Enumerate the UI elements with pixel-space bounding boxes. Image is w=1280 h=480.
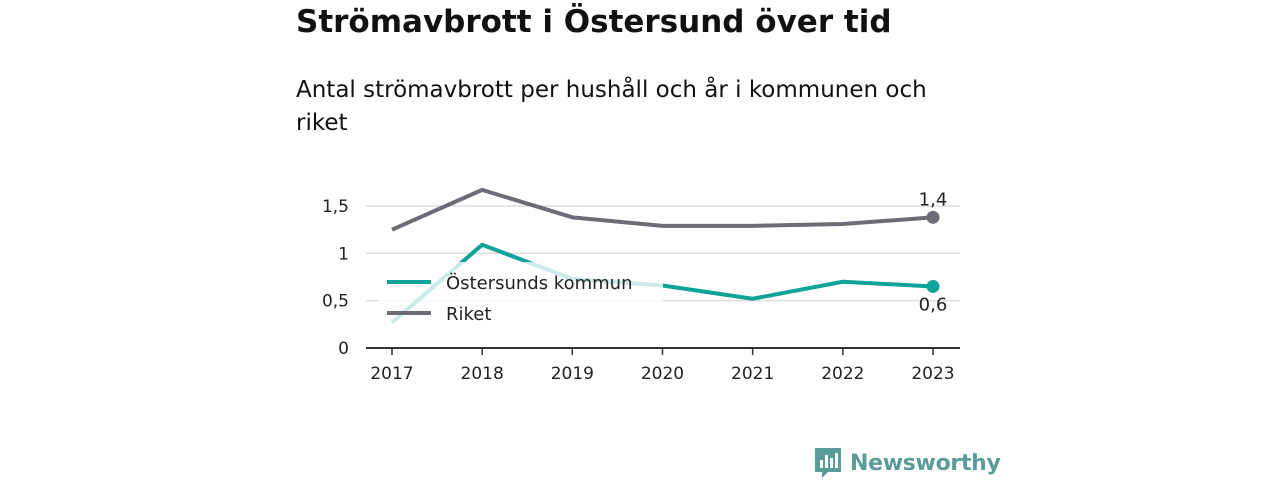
x-tick-label: 2017 [370, 364, 413, 384]
brand-name: Newsworthy [850, 450, 1001, 476]
legend-background [378, 262, 663, 332]
legend-label: Riket [446, 304, 491, 325]
y-tick-label: 0 [338, 339, 349, 359]
x-tick-label: 2019 [551, 364, 594, 384]
legend-label: Östersunds kommun [446, 272, 632, 294]
end-point-riket [926, 210, 940, 224]
newsworthy-logo-icon [815, 448, 841, 478]
data-label-ostersund: 0,6 [919, 294, 948, 315]
chart-title: Strömavbrott i Östersund över tid [296, 4, 892, 40]
chart-subtitle: Antal strömavbrott per hushåll och år i … [296, 77, 927, 136]
x-tick-label: 2022 [821, 364, 864, 384]
x-tick-label: 2020 [641, 364, 684, 384]
series-line-riket [391, 187, 934, 232]
brand[interactable]: Newsworthy [814, 446, 1001, 480]
y-tick-label: 0,5 [322, 292, 349, 312]
y-tick-label: 1 [338, 244, 349, 264]
end-point-ostersund [926, 279, 940, 293]
x-tick-label: 2021 [731, 364, 774, 384]
y-tick-label: 1,5 [322, 197, 349, 217]
data-label-riket: 1,4 [919, 189, 948, 210]
x-tick-label: 2018 [461, 364, 504, 384]
x-tick-label: 2023 [911, 364, 954, 384]
